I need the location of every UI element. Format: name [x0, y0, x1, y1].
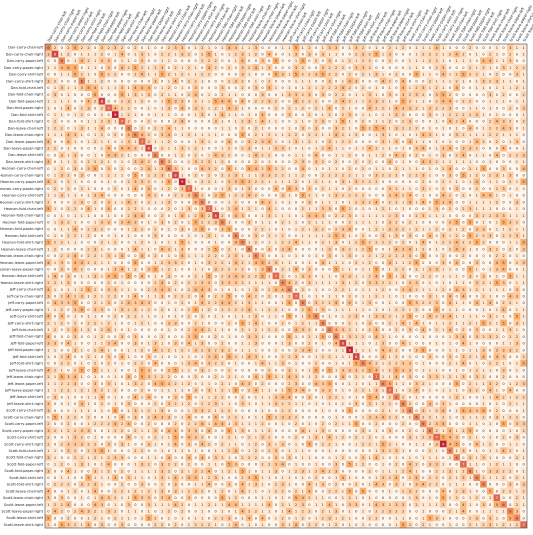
- confusion-matrix-chart: 6202522032320201002330121014311300011512…: [0, 0, 533, 531]
- confusion-heatmap: 6202522032320201002330121014311300011512…: [0, 0, 533, 531]
